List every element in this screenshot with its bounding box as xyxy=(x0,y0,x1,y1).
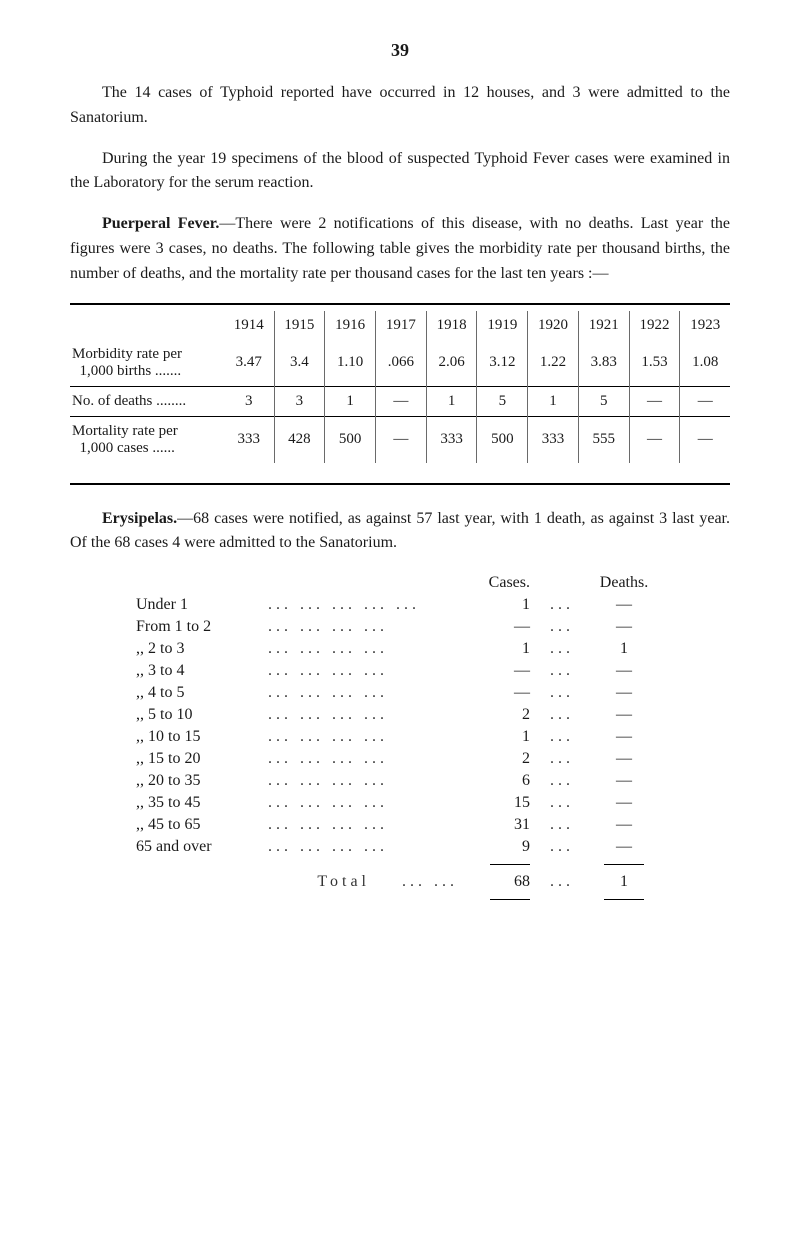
table-top-rule xyxy=(70,303,730,307)
cell: — xyxy=(629,416,680,463)
cell: 1.08 xyxy=(680,340,730,387)
year-header: 1920 xyxy=(528,311,579,340)
erysipelas-heading: Erysipelas. xyxy=(102,510,177,527)
cell: 1 xyxy=(528,386,579,416)
cases-header-row: Cases. Deaths. xyxy=(130,572,660,594)
cell: 1.22 xyxy=(528,340,579,387)
year-header: 1915 xyxy=(274,311,325,340)
cell: 2.06 xyxy=(426,340,477,387)
total-row: Total ... ... 68 ... 1 xyxy=(130,871,660,893)
cell: — xyxy=(629,386,680,416)
cell: 3 xyxy=(274,386,325,416)
cases-table: Cases. Deaths. Under 1 ... ... ... ... .… xyxy=(130,572,660,906)
year-header: 1921 xyxy=(578,311,629,340)
table-bottom-rule xyxy=(70,483,730,487)
list-item: ,, 2 to 3 ... ... ... ... 1 ... 1 xyxy=(130,638,660,660)
year-header: 1923 xyxy=(680,311,730,340)
list-item: ,, 5 to 10 ... ... ... ... 2 ... — xyxy=(130,704,660,726)
list-item: ,, 20 to 35 ... ... ... ... 6 ... — xyxy=(130,770,660,792)
list-item: ,, 10 to 15 ... ... ... ... 1 ... — xyxy=(130,726,660,748)
cell: — xyxy=(375,416,426,463)
morbidity-table: 1914 1915 1916 1917 1918 1919 1920 1921 … xyxy=(70,311,730,463)
cell: — xyxy=(680,386,730,416)
cell: 3.4 xyxy=(274,340,325,387)
total-deaths: 1 xyxy=(588,871,660,893)
cases-header: Cases. xyxy=(464,572,536,594)
cell: 3 xyxy=(224,386,274,416)
page-number: 39 xyxy=(70,40,730,61)
row-label: Mortality rate per 1,000 cases ...... xyxy=(70,416,224,463)
cell: 333 xyxy=(426,416,477,463)
paragraph-erysipelas: Erysipelas.—68 cases were notified, as a… xyxy=(70,507,730,557)
morbidity-year-row: 1914 1915 1916 1917 1918 1919 1920 1921 … xyxy=(70,311,730,340)
deaths-total-rule xyxy=(604,899,644,900)
paragraph-puerperal: Puerperal Fever.—There were 2 notificati… xyxy=(70,212,730,286)
cell: 428 xyxy=(274,416,325,463)
cell: 500 xyxy=(477,416,528,463)
blank-cell xyxy=(70,311,224,340)
cell: 1 xyxy=(325,386,376,416)
cell: 333 xyxy=(528,416,579,463)
list-item: ,, 4 to 5 ... ... ... ... — ... — xyxy=(130,682,660,704)
list-item: ,, 45 to 65 ... ... ... ... 31 ... — xyxy=(130,814,660,836)
rule-row xyxy=(130,893,660,906)
list-item: From 1 to 2 ... ... ... ... — ... — xyxy=(130,616,660,638)
list-item: ,, 3 to 4 ... ... ... ... — ... — xyxy=(130,660,660,682)
cell: — xyxy=(375,386,426,416)
total-cases: 68 xyxy=(464,871,536,893)
row-label: Morbidity rate per 1,000 births ....... xyxy=(70,340,224,387)
table-row: Morbidity rate per 1,000 births ....... … xyxy=(70,340,730,387)
row-label: No. of deaths ........ xyxy=(70,386,224,416)
list-item: 65 and over ... ... ... ... 9 ... — xyxy=(130,836,660,858)
paragraph-typhoid-specimens: During the year 19 specimens of the bloo… xyxy=(70,147,730,197)
cases-total-rule xyxy=(490,899,530,900)
paragraph-typhoid-cases: The 14 cases of Typhoid reported have oc… xyxy=(70,81,730,131)
cases-subtotal-rule xyxy=(490,864,530,865)
year-header: 1919 xyxy=(477,311,528,340)
year-header: 1916 xyxy=(325,311,376,340)
cell: 555 xyxy=(578,416,629,463)
table-row: No. of deaths ........ 3 3 1 — 1 5 1 5 —… xyxy=(70,386,730,416)
list-item: Under 1 ... ... ... ... ... 1 ... — xyxy=(130,594,660,616)
year-header: 1914 xyxy=(224,311,274,340)
cell: 3.12 xyxy=(477,340,528,387)
deaths-header: Deaths. xyxy=(588,572,660,594)
cell: 5 xyxy=(578,386,629,416)
cell: .066 xyxy=(375,340,426,387)
puerperal-heading: Puerperal Fever. xyxy=(102,215,219,232)
cell: 1.10 xyxy=(325,340,376,387)
cell: 1 xyxy=(426,386,477,416)
cell: — xyxy=(680,416,730,463)
list-item: ,, 15 to 20 ... ... ... ... 2 ... — xyxy=(130,748,660,770)
page: 39 The 14 cases of Typhoid reported have… xyxy=(0,0,800,1235)
cell: 333 xyxy=(224,416,274,463)
year-header: 1922 xyxy=(629,311,680,340)
total-label: Total xyxy=(317,873,370,890)
rule-row xyxy=(130,858,660,871)
cell: 3.47 xyxy=(224,340,274,387)
year-header: 1917 xyxy=(375,311,426,340)
cell: 3.83 xyxy=(578,340,629,387)
table-row: Mortality rate per 1,000 cases ...... 33… xyxy=(70,416,730,463)
cell: 1.53 xyxy=(629,340,680,387)
cell: 500 xyxy=(325,416,376,463)
deaths-subtotal-rule xyxy=(604,864,644,865)
year-header: 1918 xyxy=(426,311,477,340)
list-item: ,, 35 to 45 ... ... ... ... 15 ... — xyxy=(130,792,660,814)
cell: 5 xyxy=(477,386,528,416)
